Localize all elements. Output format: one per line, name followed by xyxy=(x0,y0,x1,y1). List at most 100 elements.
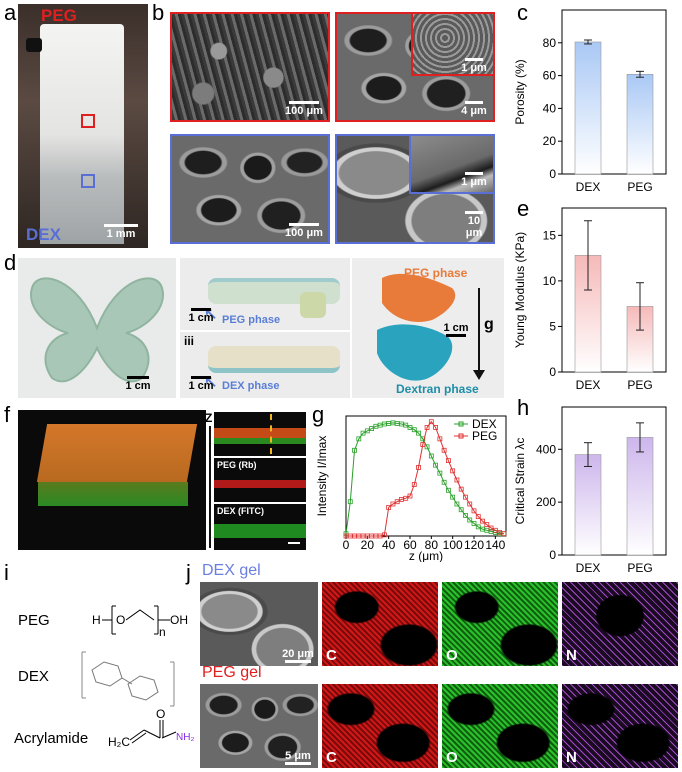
x-tick-label: 40 xyxy=(382,538,396,552)
point-dex xyxy=(356,436,362,442)
chart-c: 0 20 40 60 80 Porosity (%) DEX PEG xyxy=(513,9,667,194)
x-tick-label: 120 xyxy=(464,538,484,552)
sem-peg-gel: 5 μm xyxy=(200,684,318,768)
panel-label-c: c xyxy=(517,0,528,25)
panel-label-f: f xyxy=(4,402,11,427)
bar-dex xyxy=(574,41,602,175)
edx-dex-c: C xyxy=(322,582,438,666)
legend-label-peg: PEG xyxy=(472,429,497,443)
x-tick-label: 60 xyxy=(403,538,417,552)
point-dex xyxy=(347,499,353,505)
panel-f-3d-render xyxy=(18,410,206,550)
panel-d-side-photo-2: iii ↖ DEX phase 1 cm xyxy=(180,332,350,398)
bar-dex xyxy=(574,454,602,556)
scale-bar-j2: 5 μm xyxy=(280,750,316,766)
panel-f-dex-channel: DEX (FITC) xyxy=(214,504,306,550)
x-tick-label-peg: PEG xyxy=(627,561,652,575)
panel-label-g: g xyxy=(312,402,325,427)
panel-label-i: i xyxy=(4,560,9,585)
point-peg xyxy=(411,482,417,487)
plot-frame xyxy=(561,406,667,556)
point-peg xyxy=(475,514,481,519)
point-dex xyxy=(463,513,468,518)
sem-dex-high: 1 μm 10 μm xyxy=(335,134,495,244)
acrylamide-structure: H₂C O NH₂ xyxy=(108,707,194,749)
x-axis-label: z (μm) xyxy=(409,549,443,562)
panel-d-butterfly-photo: 1 cm xyxy=(18,258,176,398)
panel-f-merge xyxy=(214,412,306,456)
svg-text:O: O xyxy=(156,707,165,721)
panel-label-j: j xyxy=(186,560,191,585)
y-tick-label: 0 xyxy=(549,167,556,181)
chart-e: 0 5 10 15 Young Modulus (KPa) DEX PEG xyxy=(513,207,667,392)
svg-text:OH: OH xyxy=(170,613,188,627)
scale-bar-b5: 10 μm xyxy=(459,211,489,239)
scale-bar-b4: 100 μm xyxy=(284,223,324,239)
panel-label-h: h xyxy=(517,395,530,420)
point-dex xyxy=(437,470,443,476)
z-axis-label: Z xyxy=(205,411,213,425)
svg-text:n: n xyxy=(159,625,166,639)
edx-label-n-top: N xyxy=(566,647,577,664)
sub-label-iii: iii xyxy=(184,334,195,348)
scale-bar-j1: 20 μm xyxy=(280,648,316,664)
sem-inset-peg xyxy=(411,14,493,76)
y-tick-label: 15 xyxy=(543,228,557,242)
panel-label-b: b xyxy=(152,0,165,25)
panel-d-side-photo-1: ↖ PEG phase 1 cm xyxy=(180,258,350,330)
y-axis-label: Intensity I/Imax xyxy=(315,436,329,517)
point-dex xyxy=(450,494,456,500)
point-dex xyxy=(352,447,357,453)
y-tick-label: 200 xyxy=(536,495,556,509)
point-dex xyxy=(411,427,417,433)
y-tick-label: 80 xyxy=(543,36,557,50)
y-tick-label: 0 xyxy=(549,365,556,379)
scale-bar-b6: 1 μm xyxy=(459,172,489,188)
two-phase-butterfly xyxy=(377,273,456,381)
peg-phase-label: PEG phase xyxy=(222,314,281,326)
gravity-label: g xyxy=(484,316,494,333)
svg-text:O: O xyxy=(116,613,125,627)
edx-peg-n: N xyxy=(562,684,678,768)
point-dex xyxy=(441,479,447,485)
x-tick-label-dex: DEX xyxy=(576,561,601,575)
scale-bar-b2: 4 μm xyxy=(459,101,489,117)
y-tick-label: 20 xyxy=(543,134,557,148)
edx-label-c-bottom: C xyxy=(326,749,337,766)
gravity-arrowhead xyxy=(473,370,485,380)
scale-bar-d1: 1 cm xyxy=(118,376,158,392)
x-tick-label-peg: PEG xyxy=(627,378,652,392)
dex-fitc-label: DEX (FITC) xyxy=(217,506,264,516)
point-dex xyxy=(458,507,464,513)
x-tick-label-peg: PEG xyxy=(627,180,652,194)
scan-arrow xyxy=(270,414,274,454)
point-peg xyxy=(424,425,430,430)
point-dex xyxy=(428,453,434,459)
x-tick-label-dex: DEX xyxy=(576,180,601,194)
y-axis-label: Critical Strain λc xyxy=(513,438,527,525)
point-dex xyxy=(471,521,477,526)
legend-label-dex: DEX xyxy=(472,417,497,431)
point-dex xyxy=(416,430,421,436)
scale-bar-b3: 1 μm xyxy=(459,58,489,74)
x-tick-label-dex: DEX xyxy=(576,378,601,392)
panel-label-e: e xyxy=(517,196,530,221)
point-peg xyxy=(420,442,426,447)
point-peg xyxy=(407,493,413,499)
bar-peg xyxy=(626,437,654,556)
point-dex xyxy=(433,462,438,468)
chart-g: 0 20 40 60 80 100 120 140 z (μm) Intensity I/Imax… xyxy=(315,415,507,562)
gravity-arrow xyxy=(478,288,480,374)
y-axis-label: Porosity (%) xyxy=(513,59,527,124)
x-tick-label: 0 xyxy=(343,538,350,552)
z-axis-line xyxy=(209,426,211,548)
peg-phase-photo-label: PEG phase xyxy=(404,266,468,280)
series-line-peg xyxy=(346,420,505,537)
svg-text:H₂C: H₂C xyxy=(108,735,130,749)
panel-f-peg-channel: PEG (Rb) xyxy=(214,458,306,502)
y-axis-label: Young Modulus (KPa) xyxy=(513,232,527,348)
point-peg xyxy=(484,522,490,527)
point-dex xyxy=(420,436,426,442)
edx-label-o-top: O xyxy=(446,647,458,664)
point-peg xyxy=(445,458,451,463)
